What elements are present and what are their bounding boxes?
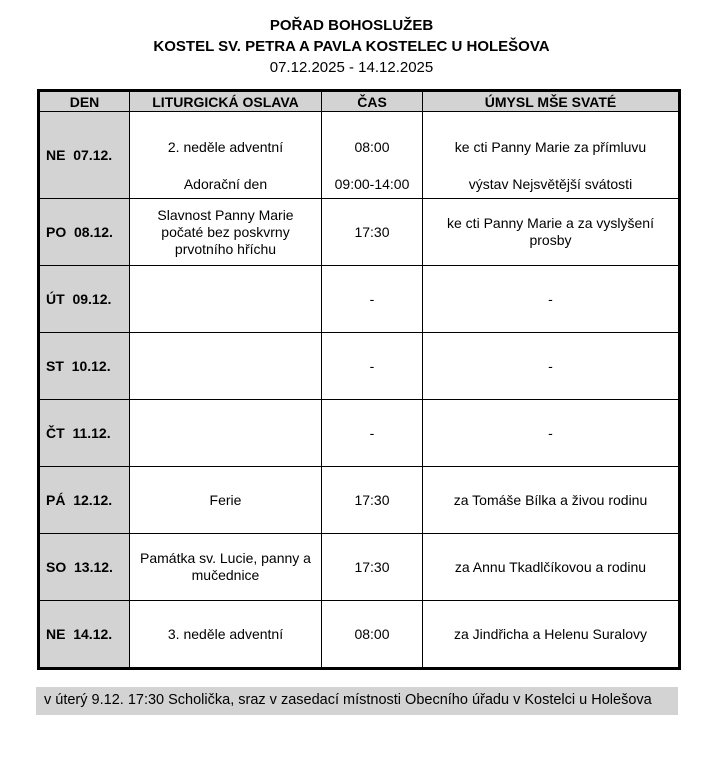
day-cell: PO 08.12. — [38, 198, 130, 266]
table-header-row: DEN LITURGICKÁ OSLAVA ČAS ÚMYSL MŠE SVAT… — [38, 90, 680, 112]
intention-cell: ke cti Panny Marie a za vyslyšení prosby — [422, 198, 680, 266]
liturgy-cell — [129, 399, 322, 467]
cell-line: 08:00 — [354, 625, 390, 642]
cell-line: - — [369, 424, 375, 441]
cell-line: 17:30 — [354, 223, 390, 240]
intention-cell: za Annu Tkadlčíkovou a rodinu — [422, 533, 680, 601]
liturgy-cell: Ferie — [129, 466, 322, 534]
cell-line: - — [548, 424, 553, 441]
liturgy-cell — [129, 332, 322, 400]
day-cell: NE 07.12. — [38, 111, 130, 199]
table-row-ut-0912: ÚT 09.12. - - — [38, 265, 680, 333]
day-cell: ST 10.12. — [38, 332, 130, 400]
intention-cell: - — [422, 399, 680, 467]
day-cell: ÚT 09.12. — [38, 265, 130, 333]
liturgy-cell: Památka sv. Lucie, panny a mučednice — [129, 533, 322, 601]
cell-line: za Annu Tkadlčíkovou a rodinu — [454, 558, 647, 575]
liturgy-cell: Slavnost Panny Marie počaté bez poskvrny… — [129, 198, 322, 266]
cell-line: Slavnost Panny Marie počaté bez poskvrny… — [157, 206, 294, 257]
time-cell: 17:30 — [321, 533, 423, 601]
intention-cell: - — [422, 332, 680, 400]
liturgy-cell: 2. neděle adventní Adorační den — [129, 111, 322, 199]
cell-line: za Jindřicha a Helenu Suralovy — [454, 625, 647, 642]
cell-line: Ferie — [209, 491, 242, 508]
intention-cell: ke cti Panny Marie za přímluvu výstav Ne… — [422, 111, 680, 199]
time-cell: - — [321, 399, 423, 467]
cell-line: - — [369, 290, 375, 307]
page-subtitle: KOSTEL SV. PETRA A PAVLA KOSTELEC U HOLE… — [153, 38, 550, 55]
column-header-liturgicka-oslava: LITURGICKÁ OSLAVA — [129, 90, 322, 112]
cell-line: Adorační den — [183, 176, 268, 192]
cell-line: 17:30 — [354, 491, 390, 508]
column-header-cas: ČAS — [321, 90, 423, 112]
day-cell: PÁ 12.12. — [38, 466, 130, 534]
cell-line: Památka sv. Lucie, panny a mučednice — [140, 550, 311, 583]
column-header-den: DEN — [38, 90, 130, 112]
schedule-table: DEN LITURGICKÁ OSLAVA ČAS ÚMYSL MŠE SVAT… — [37, 89, 681, 670]
cell-line: ke cti Panny Marie a za vyslyšení prosby — [447, 215, 654, 248]
table-row-st-1012: ST 10.12. - - — [38, 332, 680, 400]
cell-line: ke cti Panny Marie za přímluvu — [454, 139, 647, 155]
cell-line: - — [548, 357, 553, 374]
footer-note: v úterý 9.12. 17:30 Scholička, sraz v za… — [36, 687, 678, 715]
table-row-ct-1112: ČT 11.12. - - — [38, 399, 680, 467]
cell-line: - — [369, 357, 375, 374]
day-cell: SO 13.12. — [38, 533, 130, 601]
time-cell: 17:30 — [321, 198, 423, 266]
cell-line: 17:30 — [354, 558, 390, 575]
time-cell: 17:30 — [321, 466, 423, 534]
cell-line: 2. neděle adventní — [167, 139, 284, 155]
cell-line: 08:00 — [354, 139, 390, 155]
day-cell: NE 14.12. — [38, 600, 130, 669]
cell-line: 3. neděle adventní — [167, 625, 284, 642]
day-cell: ČT 11.12. — [38, 399, 130, 467]
time-cell: 08:00 — [321, 600, 423, 669]
intention-cell: za Jindřicha a Helenu Suralovy — [422, 600, 680, 669]
time-cell: - — [321, 332, 423, 400]
intention-cell: - — [422, 265, 680, 333]
title-block: POŘAD BOHOSLUŽEB KOSTEL SV. PETRA A PAVL… — [0, 0, 703, 78]
table-row-pa-1212: PÁ 12.12. Ferie 17:30 za Tomáše Bílka a … — [38, 466, 680, 534]
table-row-po-0812: PO 08.12. Slavnost Panny Marie počaté be… — [38, 198, 680, 266]
time-cell: - — [321, 265, 423, 333]
cell-line: výstav Nejsvětější svátosti — [468, 176, 633, 192]
cell-line: - — [548, 290, 553, 307]
time-cell: 08:00 09:00-14:00 — [321, 111, 423, 199]
page-title: POŘAD BOHOSLUŽEB — [269, 17, 434, 34]
table-row-ne-0712: NE 07.12. 2. neděle adventní Adorační de… — [38, 111, 680, 199]
bulletin-page: POŘAD BOHOSLUŽEB KOSTEL SV. PETRA A PAVL… — [0, 0, 703, 715]
intention-cell: za Tomáše Bílka a živou rodinu — [422, 466, 680, 534]
liturgy-cell: 3. neděle adventní — [129, 600, 322, 669]
table-row-so-1312: SO 13.12. Památka sv. Lucie, panny a muč… — [38, 533, 680, 601]
cell-line: za Tomáše Bílka a živou rodinu — [453, 491, 648, 508]
cell-line: 09:00-14:00 — [334, 176, 410, 192]
column-header-umysl-mse-svate: ÚMYSL MŠE SVATÉ — [422, 90, 680, 112]
date-range: 07.12.2025 - 14.12.2025 — [269, 59, 434, 76]
table-row-ne-1412: NE 14.12. 3. neděle adventní 08:00 za Ji… — [38, 600, 680, 669]
liturgy-cell — [129, 265, 322, 333]
